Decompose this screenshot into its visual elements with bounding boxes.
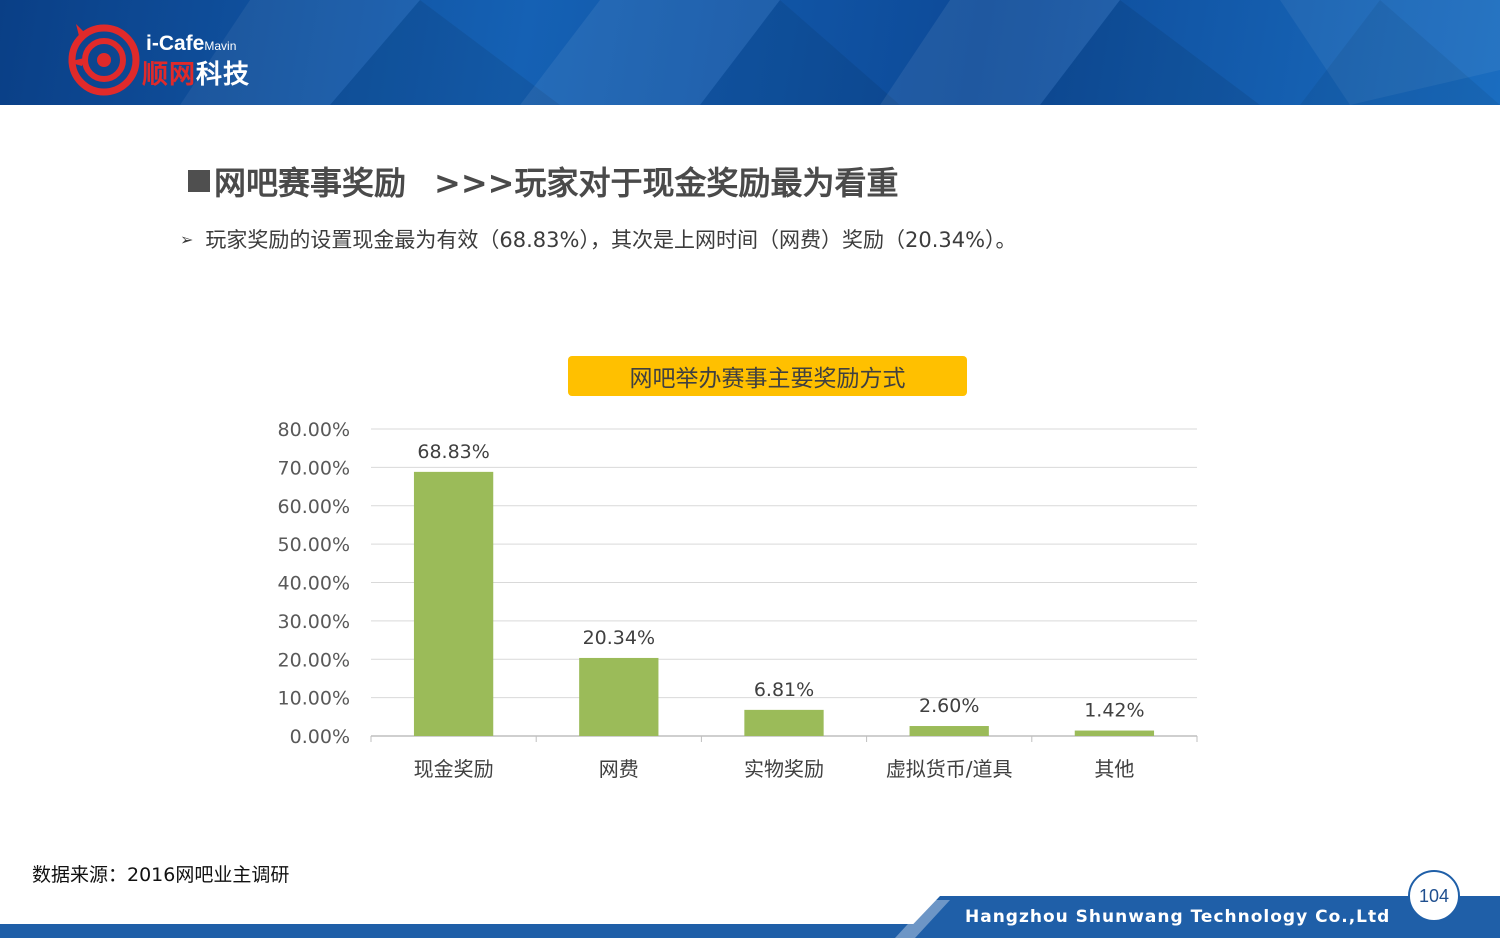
bar — [909, 726, 989, 736]
bar — [1074, 730, 1155, 736]
category-label: 网费 — [599, 757, 639, 781]
y-tick-label: 20.00% — [278, 649, 350, 671]
title-square-icon — [188, 170, 210, 192]
bullet-text: 玩家奖励的设置现金最为有效（68.83%），其次是上网时间（网费）奖励（20.3… — [205, 228, 1017, 252]
y-tick-label: 0.00% — [290, 726, 350, 748]
y-tick-label: 50.00% — [278, 534, 350, 556]
data-label: 20.34% — [583, 627, 655, 649]
footer-band — [0, 896, 1500, 938]
target-logo-icon — [68, 24, 140, 96]
y-tick-label: 40.00% — [278, 573, 350, 595]
category-label: 现金奖励 — [414, 757, 494, 781]
bar — [744, 709, 824, 736]
data-label: 6.81% — [754, 679, 814, 701]
data-label: 68.83% — [417, 441, 489, 463]
y-tick-label: 70.00% — [278, 457, 350, 479]
y-tick-label: 80.00% — [278, 419, 350, 441]
data-source-note: 数据来源：2016网吧业主调研 — [32, 864, 290, 886]
category-label: 实物奖励 — [744, 757, 824, 781]
bar — [413, 471, 494, 736]
company-logo: i-CafeMavin 顺网科技 — [62, 10, 292, 96]
category-label: 其他 — [1094, 757, 1134, 781]
category-label: 虚拟货币/道具 — [886, 757, 1013, 781]
y-tick-label: 10.00% — [278, 688, 350, 710]
y-tick-label: 60.00% — [278, 496, 350, 518]
header-banner: i-CafeMavin 顺网科技 — [0, 0, 1500, 105]
company-name: Hangzhou Shunwang Technology Co.,Ltd — [965, 907, 1391, 927]
header-polygon-pattern — [180, 0, 1500, 105]
bullet-point: ➢ 玩家奖励的设置现金最为有效（68.83%），其次是上网时间（网费）奖励（20… — [180, 224, 1017, 254]
arrow-bullet-icon: ➢ — [180, 229, 194, 249]
page-number: 104 — [1408, 870, 1460, 922]
slide-subtitle: >>>玩家对于现金奖励最为看重 — [434, 164, 899, 202]
slide-title: 网吧赛事奖励 — [214, 164, 407, 202]
data-label: 2.60% — [919, 695, 979, 717]
y-tick-label: 30.00% — [278, 611, 350, 633]
brand-english: i-CafeMavin — [146, 32, 237, 55]
slide-title-row: 网吧赛事奖励 >>>玩家对于现金奖励最为看重 — [188, 159, 898, 203]
brand-chinese: 顺网科技 — [142, 60, 251, 90]
data-label: 1.42% — [1084, 700, 1144, 722]
bar — [579, 657, 659, 736]
chart-title: 网吧举办赛事主要奖励方式 — [568, 356, 967, 396]
